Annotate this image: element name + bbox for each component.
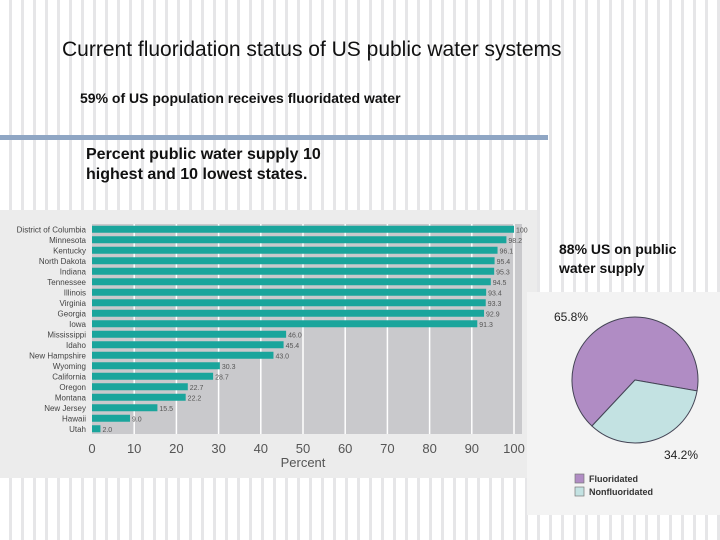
bar <box>92 393 186 401</box>
pie-label-fluoridated: 65.8% <box>554 310 588 324</box>
category-label: North Dakota <box>39 257 87 266</box>
legend-label: Nonfluoridated <box>589 487 653 497</box>
bar <box>92 383 188 391</box>
bar <box>92 330 287 338</box>
category-label: Idaho <box>66 341 87 350</box>
legend-swatch <box>574 486 585 497</box>
category-label: Illinois <box>64 288 86 297</box>
category-label: Iowa <box>69 320 86 329</box>
value-label: 96.1 <box>500 248 514 255</box>
bar <box>92 309 485 317</box>
value-label: 92.9 <box>486 311 500 318</box>
category-label: Hawaii <box>62 414 86 423</box>
value-label: 9.0 <box>132 416 142 423</box>
bar <box>92 299 486 307</box>
value-label: 94.5 <box>493 280 507 287</box>
slide-subtitle: 59% of US population receives fluoridate… <box>80 90 401 106</box>
x-tick-label: 0 <box>88 441 95 456</box>
pie-note: 88% US on public water supply <box>559 241 677 276</box>
bar <box>92 351 274 359</box>
bar-chart-heading: Percent public water supply 10 highest a… <box>86 146 321 183</box>
x-tick-label: 80 <box>422 441 436 456</box>
bar <box>92 246 498 254</box>
bar <box>92 225 514 233</box>
bar <box>92 278 491 286</box>
category-label: Georgia <box>58 309 87 318</box>
value-label: 91.3 <box>479 322 493 329</box>
value-label: 46.0 <box>288 332 302 339</box>
bar <box>92 267 495 275</box>
category-label: District of Columbia <box>17 225 87 234</box>
value-label: 95.3 <box>496 269 510 276</box>
value-label: 93.4 <box>488 290 502 297</box>
bar <box>92 362 220 370</box>
category-label: Oregon <box>59 383 86 392</box>
pie-chart: 65.8% 34.2% Fluoridated Nonfluoridated <box>554 310 699 497</box>
pie-slice-fluoridated <box>571 316 699 427</box>
value-label: 43.0 <box>275 353 289 360</box>
bar-chart-panel: 0 10 20 30 40 50 60 70 80 90 100 Percent District of… <box>0 210 537 478</box>
x-tick-label: 100 <box>503 441 525 456</box>
pie-chart-panel: 65.8% 34.2% Fluoridated Nonfluoridated <box>527 292 720 515</box>
value-label: 95.4 <box>497 259 511 266</box>
category-label: Minnesota <box>49 236 86 245</box>
value-label: 98.2 <box>508 238 522 245</box>
bar <box>92 288 487 296</box>
bar <box>92 236 507 244</box>
x-tick-label: 50 <box>296 441 310 456</box>
category-label: Kentucky <box>53 246 86 255</box>
bar-chart: 0 10 20 30 40 50 60 70 80 90 100 Percent District of… <box>17 224 528 470</box>
slide-title: Current fluoridation status of US public… <box>62 38 562 61</box>
bar <box>92 425 101 433</box>
category-label: New Jersey <box>44 404 86 413</box>
category-label: Tennessee <box>47 278 86 287</box>
value-label: 93.3 <box>488 301 502 308</box>
value-label: 15.5 <box>159 406 173 413</box>
plot-area <box>92 224 522 434</box>
category-label: Wyoming <box>53 362 86 371</box>
category-label: California <box>52 372 86 381</box>
bar <box>92 320 478 328</box>
legend-swatch <box>574 473 585 484</box>
bar <box>92 404 158 412</box>
category-label: Utah <box>69 425 86 434</box>
bar <box>92 414 130 422</box>
bar <box>92 341 284 349</box>
value-label: 22.2 <box>188 395 202 402</box>
pie-label-nonfluoridated: 34.2% <box>664 448 698 462</box>
x-tick-label: 70 <box>380 441 394 456</box>
value-label: 100 <box>516 227 528 234</box>
x-tick-label: 40 <box>254 441 268 456</box>
value-label: 30.3 <box>222 364 236 371</box>
x-tick-label: 90 <box>465 441 479 456</box>
category-label: Mississippi <box>47 330 86 339</box>
x-tick-label: 10 <box>127 441 141 456</box>
x-axis-label: Percent <box>281 455 326 470</box>
divider-bar <box>0 135 548 140</box>
value-label: 45.4 <box>286 343 300 350</box>
x-tick-label: 30 <box>211 441 225 456</box>
bar <box>92 372 214 380</box>
x-tick-label: 20 <box>169 441 183 456</box>
bar <box>92 257 495 265</box>
category-label: Virginia <box>59 299 86 308</box>
legend-label: Fluoridated <box>589 474 638 484</box>
category-label: Montana <box>55 393 87 402</box>
category-label: Indiana <box>60 267 87 276</box>
x-tick-label: 60 <box>338 441 352 456</box>
category-label: New Hampshire <box>29 351 86 360</box>
value-label: 2.0 <box>102 427 112 434</box>
value-label: 22.7 <box>190 385 204 392</box>
pie-slice-nonfluoridated <box>591 379 698 444</box>
value-label: 28.7 <box>215 374 229 381</box>
